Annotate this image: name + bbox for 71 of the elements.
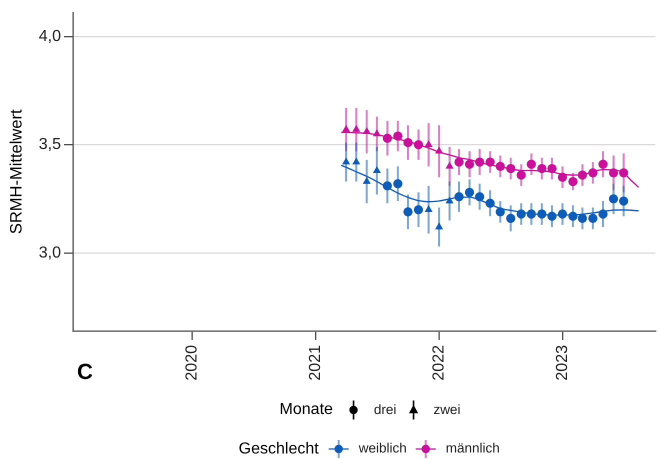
point — [464, 188, 474, 197]
x-tick-label: 2021 — [307, 344, 324, 381]
point — [372, 129, 381, 136]
point — [454, 157, 464, 167]
point — [558, 209, 568, 219]
point — [352, 124, 360, 132]
point — [464, 160, 474, 169]
text: zwei — [433, 401, 460, 419]
point — [608, 168, 618, 178]
point — [516, 170, 526, 180]
point — [424, 140, 433, 148]
point — [496, 207, 505, 216]
point — [362, 176, 371, 184]
point — [475, 192, 484, 202]
legend-label: männlich — [446, 440, 500, 456]
point — [588, 214, 598, 223]
point — [414, 140, 424, 150]
point — [578, 170, 587, 180]
point — [547, 164, 557, 174]
point — [403, 207, 413, 216]
y-tick-label: 4,0 — [38, 28, 62, 45]
text: C — [77, 359, 93, 384]
text: drei — [374, 401, 396, 419]
point — [568, 212, 578, 221]
point — [588, 168, 598, 178]
point — [342, 124, 350, 132]
point — [372, 166, 381, 174]
point — [362, 127, 371, 134]
point — [446, 196, 454, 204]
x-tick-label: 2020 — [183, 344, 200, 381]
y-axis-title: SRMH-Mittelwert — [7, 109, 26, 234]
point — [393, 131, 402, 141]
point — [382, 181, 392, 190]
point — [496, 162, 505, 171]
point — [506, 214, 516, 223]
point — [506, 164, 516, 174]
point — [446, 162, 454, 169]
point — [393, 179, 402, 188]
point — [424, 205, 433, 212]
x-tick-label: 2023 — [554, 344, 571, 381]
point — [619, 168, 628, 178]
point — [526, 209, 536, 219]
point — [578, 214, 587, 223]
point — [352, 157, 360, 164]
point — [516, 209, 526, 219]
point — [382, 134, 392, 143]
text: Monate — [280, 400, 333, 420]
point — [475, 157, 484, 167]
point — [547, 212, 557, 221]
point — [537, 164, 546, 174]
point — [558, 172, 568, 182]
point — [403, 138, 413, 148]
point — [568, 176, 578, 186]
point — [598, 209, 608, 219]
point — [486, 198, 495, 208]
point — [486, 157, 495, 167]
point — [619, 196, 628, 206]
legend-label: weiblich — [358, 440, 407, 456]
point — [526, 160, 536, 169]
y-tick-label: 3,5 — [38, 136, 62, 154]
x-tick-label: 2022 — [430, 344, 448, 381]
point — [435, 146, 444, 154]
point — [414, 205, 424, 214]
point — [454, 192, 464, 202]
point — [608, 194, 618, 204]
point — [537, 209, 546, 219]
point — [435, 222, 444, 230]
legend-title: Geschlecht — [238, 440, 320, 458]
point — [598, 160, 608, 169]
y-tick-label: 3,0 — [38, 244, 62, 262]
point — [342, 157, 350, 164]
